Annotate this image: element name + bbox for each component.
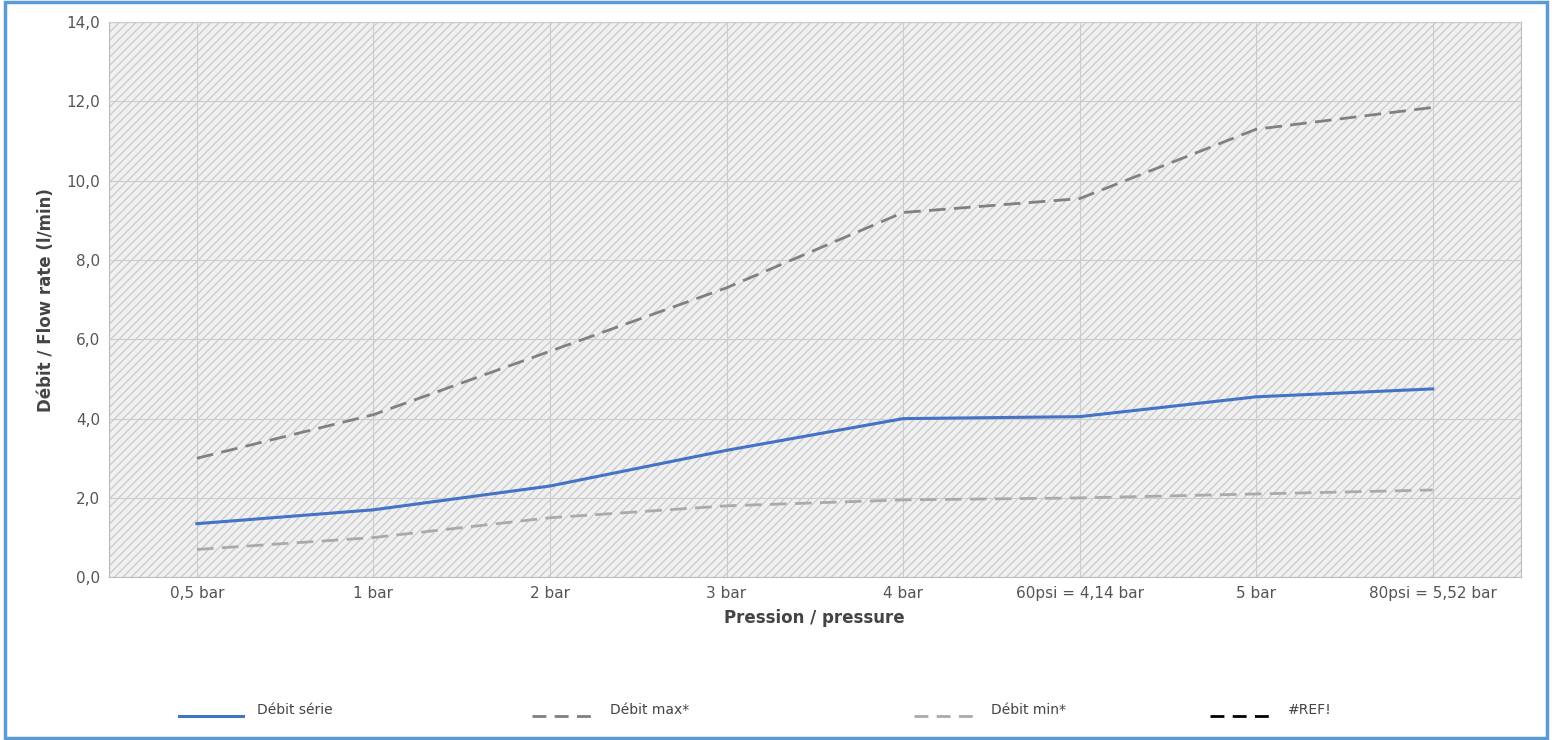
Text: Débit série: Débit série	[258, 704, 332, 717]
Text: #REF!: #REF!	[1288, 704, 1332, 717]
Text: Débit min*: Débit min*	[992, 704, 1066, 717]
Text: Débit max*: Débit max*	[610, 704, 689, 717]
Y-axis label: Débit / Flow rate (l/min): Débit / Flow rate (l/min)	[37, 188, 56, 411]
X-axis label: Pression / pressure: Pression / pressure	[725, 609, 905, 627]
